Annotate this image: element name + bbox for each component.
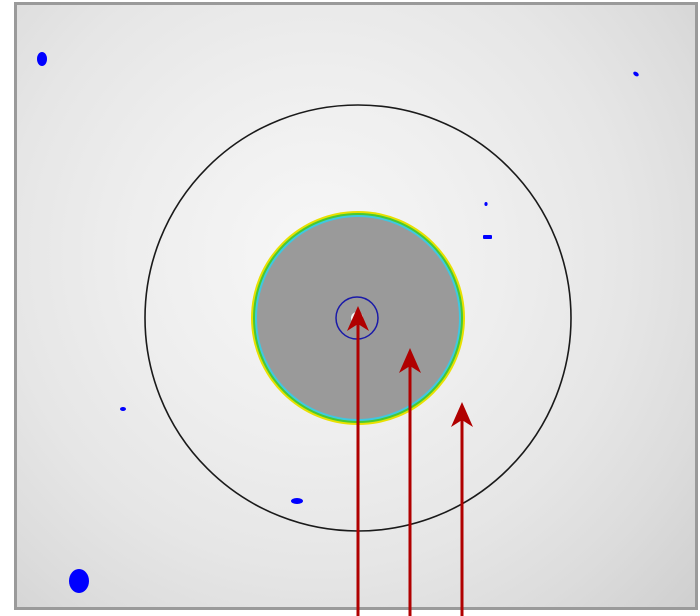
blob <box>69 569 89 593</box>
blob <box>483 235 492 239</box>
up-arrow-icon <box>347 306 369 616</box>
blob <box>291 498 303 504</box>
blob <box>37 52 47 66</box>
up-arrow-icon <box>451 402 473 616</box>
blob <box>120 407 126 411</box>
blob <box>633 71 639 77</box>
blob <box>484 202 488 206</box>
up-arrow-icon <box>399 348 421 616</box>
